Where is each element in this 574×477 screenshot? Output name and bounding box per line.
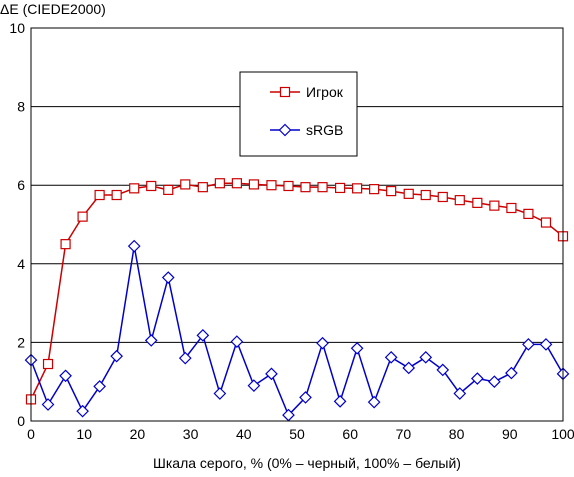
data-point-diamond <box>384 350 398 364</box>
data-point-diamond <box>41 398 55 411</box>
data-point-square <box>540 217 552 228</box>
data-point-square <box>403 188 414 199</box>
x-tick-label: 90 <box>502 426 518 442</box>
data-point-diamond <box>93 380 106 393</box>
data-point-diamond <box>110 349 124 363</box>
data-point-square <box>472 197 483 208</box>
data-point-square <box>369 184 380 195</box>
data-point-diamond <box>367 395 381 409</box>
data-point-diamond <box>144 334 158 347</box>
legend-label: sRGB <box>306 122 343 138</box>
data-point-square <box>214 178 225 189</box>
data-point-square <box>248 179 260 190</box>
y-tick-label: 8 <box>17 99 25 115</box>
data-point-square <box>146 180 157 192</box>
data-point-square <box>129 183 140 194</box>
data-point-square <box>163 184 174 196</box>
series-layer <box>24 178 570 422</box>
data-point-diamond <box>299 391 312 404</box>
legend-label: Игрок <box>306 84 344 100</box>
y-tick-label: 10 <box>9 20 25 36</box>
data-point-square <box>334 182 346 194</box>
data-point-diamond <box>333 395 347 408</box>
data-point-diamond <box>436 363 450 377</box>
legend-item: Игрок <box>270 84 344 100</box>
data-point-diamond <box>402 361 416 375</box>
x-tick-label: 30 <box>183 426 199 442</box>
data-point-square <box>283 180 294 192</box>
data-point-diamond <box>196 328 210 342</box>
data-point-diamond <box>488 375 501 389</box>
data-point-square <box>317 182 328 193</box>
data-point-square <box>197 182 208 193</box>
x-tick-label: 70 <box>396 426 412 442</box>
data-point-square <box>279 86 291 98</box>
data-point-diamond <box>350 341 364 355</box>
x-tick-label: 60 <box>342 426 358 442</box>
data-point-square <box>352 183 363 194</box>
y-tick-label: 4 <box>17 256 25 272</box>
y-tick-label: 0 <box>17 413 25 429</box>
plot-border <box>30 27 564 422</box>
data-point-square <box>42 358 54 370</box>
data-point-square <box>94 189 105 201</box>
data-point-square <box>437 191 448 203</box>
legend: Игрок sRGB <box>239 71 358 157</box>
data-point-diamond <box>127 239 141 253</box>
y-axis-title: ΔE (CIEDE2000) <box>0 1 106 17</box>
data-point-square <box>506 202 517 214</box>
legend-box <box>239 71 358 157</box>
data-point-diamond <box>161 271 175 284</box>
x-tick-label: 20 <box>130 426 146 442</box>
x-tick-label: 0 <box>27 426 35 442</box>
legend-item: sRGB <box>270 122 343 138</box>
x-axis-title: Шкала серого, % (0% – черный, 100% – бел… <box>153 455 461 471</box>
data-point-square <box>77 211 88 222</box>
x-tick-label: 50 <box>289 426 305 442</box>
data-point-diamond <box>539 338 553 351</box>
x-tick-label: 40 <box>236 426 252 442</box>
data-point-diamond <box>505 366 518 380</box>
data-point-diamond <box>76 404 89 418</box>
data-point-diamond <box>278 123 292 137</box>
data-point-diamond <box>213 387 227 400</box>
data-point-diamond <box>316 336 329 350</box>
data-point-diamond <box>419 350 433 364</box>
data-point-square <box>454 195 465 206</box>
data-point-diamond <box>265 367 278 381</box>
data-point-square <box>489 200 500 211</box>
data-point-square <box>231 178 242 189</box>
data-point-diamond <box>247 379 261 392</box>
y-tick-label: 6 <box>17 177 25 193</box>
x-tick-label: 100 <box>551 426 574 442</box>
series-2 <box>24 239 570 422</box>
data-point-square <box>386 185 397 197</box>
data-point-diamond <box>522 338 535 351</box>
data-point-diamond <box>470 372 484 385</box>
data-point-diamond <box>453 387 467 400</box>
data-point-diamond <box>59 369 72 383</box>
legend-items: Игрок sRGB <box>270 84 344 138</box>
data-point-square <box>180 179 191 190</box>
y-tick-label: 2 <box>17 334 25 350</box>
data-point-diamond <box>178 351 192 365</box>
data-point-square <box>111 189 122 201</box>
data-point-square <box>300 182 311 193</box>
data-point-square <box>60 239 71 250</box>
data-point-square <box>523 208 534 219</box>
data-point-square <box>420 189 431 201</box>
x-tick-label: 10 <box>76 426 92 442</box>
data-point-diamond <box>230 335 244 348</box>
x-tick-label: 80 <box>449 426 465 442</box>
data-point-square <box>266 180 277 191</box>
